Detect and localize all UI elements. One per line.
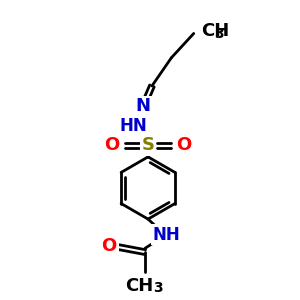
Text: 3: 3	[153, 281, 163, 295]
Text: CH: CH	[125, 278, 153, 296]
Text: N: N	[136, 97, 151, 115]
Text: O: O	[104, 136, 120, 154]
Text: CH: CH	[202, 22, 230, 40]
Text: 3: 3	[214, 27, 224, 41]
Text: O: O	[176, 136, 192, 154]
Text: HN: HN	[120, 117, 147, 135]
Text: NH: NH	[153, 226, 180, 244]
Text: O: O	[102, 237, 117, 255]
Text: S: S	[142, 136, 154, 154]
